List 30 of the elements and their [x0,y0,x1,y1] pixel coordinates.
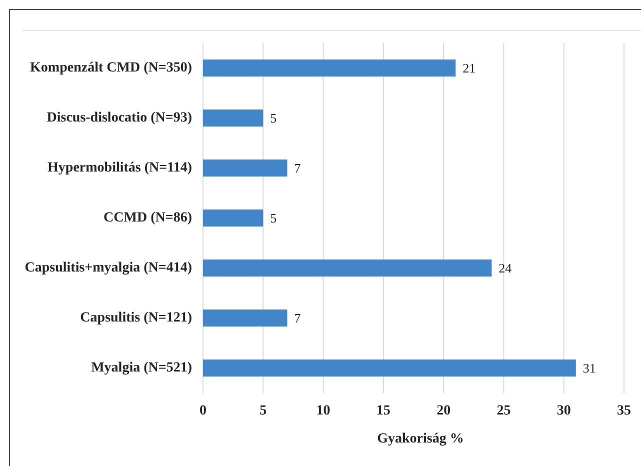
y-tick-label: Capsulitis (N=121) [80,310,192,326]
y-tick-label: Capsulitis+myalgia (N=414) [24,260,192,276]
data-label: 5 [270,110,277,126]
x-tick-label: 20 [436,404,451,418]
data-label: 31 [582,360,596,376]
bar [203,110,264,126]
x-axis-title: Gyakoriság % [377,432,464,446]
data-label: 7 [294,310,302,326]
bar [203,260,492,276]
y-tick-label: Kompenzált CMD (N=350) [30,60,192,76]
y-tick-label: Myalgia (N=521) [91,360,192,376]
data-label: 24 [498,260,512,276]
bar [203,360,576,376]
x-tick-label: 5 [260,404,267,418]
x-tick-label: 10 [316,404,330,418]
y-tick-label: Discus-dislocatio (N=93) [46,110,192,126]
data-label: 5 [270,210,277,226]
x-tick-label: 30 [556,404,571,418]
x-tick-label: 15 [376,404,390,418]
bar [203,210,264,226]
x-tick-label: 0 [200,404,206,418]
bar [203,310,288,326]
y-tick-label: Hypermobilitás (N=114) [48,160,192,176]
x-tick-label: 25 [496,404,511,418]
bar [203,60,456,76]
y-tick-label: CCMD (N=86) [104,210,192,226]
data-label: 21 [462,60,476,76]
x-tick-label: 35 [617,404,631,418]
bar [203,160,288,176]
data-label: 7 [294,160,302,176]
